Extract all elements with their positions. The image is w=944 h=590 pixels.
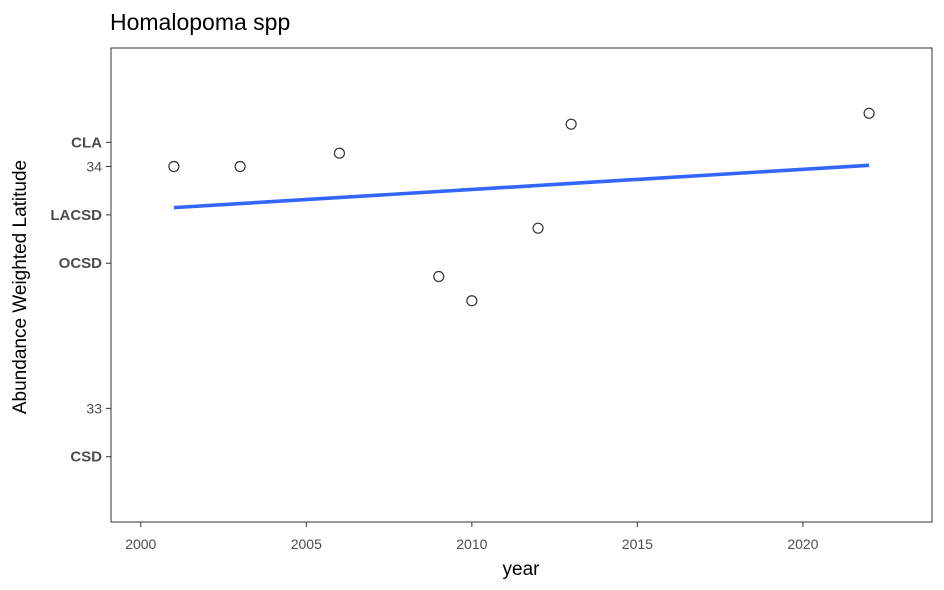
y-tick-label-3: LACSD: [50, 207, 102, 224]
data-point-1: [234, 160, 246, 173]
data-point-0: [168, 160, 180, 173]
data-point-2: [333, 147, 346, 159]
data-point-5: [532, 222, 544, 234]
y-axis: CSD 33 OCSD LACSD 34 CLA: [50, 134, 111, 466]
y-tick-label-5: CLA: [71, 134, 102, 151]
x-tick-label-4: 2020: [787, 536, 818, 552]
x-tick-label-0: 2000: [125, 536, 156, 552]
plot-panel: [110, 47, 933, 523]
y-tick-label-0: CSD: [70, 449, 102, 466]
chart-title: Homalopoma spp: [110, 9, 290, 35]
trend-line: [173, 163, 870, 210]
data-point-4: [466, 295, 478, 307]
x-tick-label-2: 2010: [456, 536, 487, 552]
y-axis-title: Abundance Weighted Latitude: [10, 160, 31, 414]
y-tick-label-1: 33: [86, 400, 102, 416]
x-axis-title: year: [503, 559, 541, 580]
chart-marks: [168, 107, 875, 307]
data-point-6: [565, 118, 577, 130]
x-tick-label-3: 2015: [622, 536, 653, 552]
x-tick-label-1: 2005: [291, 536, 322, 552]
data-point-3: [433, 270, 445, 283]
x-axis: 2000 2005 2010 2015 2020: [125, 522, 819, 552]
y-tick-label-2: OCSD: [59, 255, 103, 272]
y-tick-label-4: 34: [86, 159, 102, 175]
data-point-7: [863, 107, 875, 119]
